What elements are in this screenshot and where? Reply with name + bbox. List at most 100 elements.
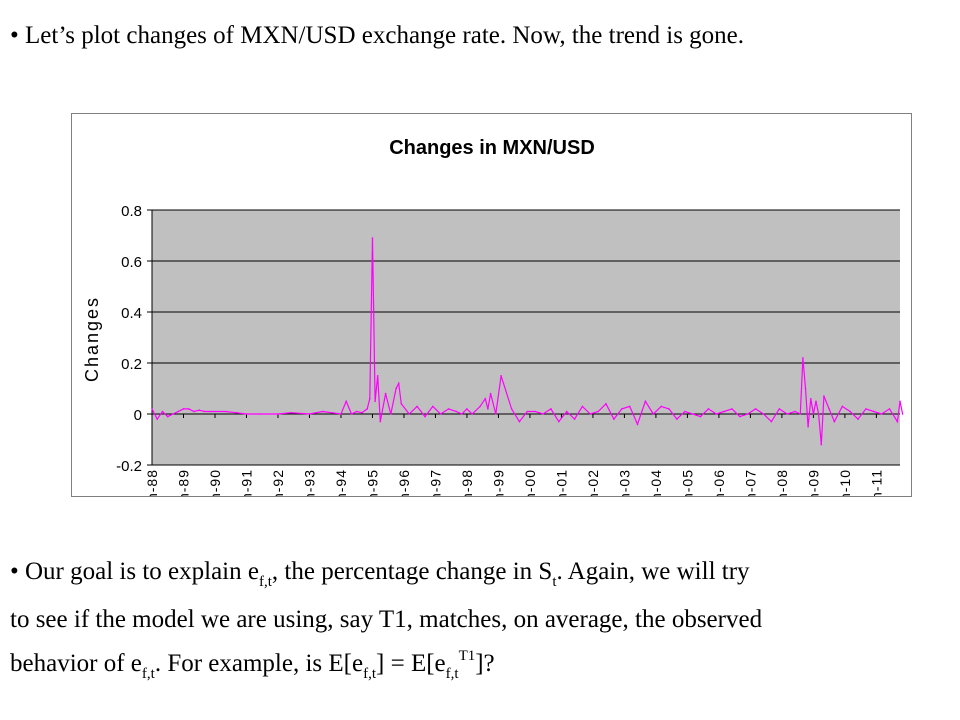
data-point xyxy=(460,413,463,415)
data-point xyxy=(161,410,164,413)
data-point xyxy=(817,413,820,415)
data-point xyxy=(534,410,536,413)
chart-title: Changes in MXN/USD xyxy=(389,137,595,159)
data-point xyxy=(447,408,450,410)
data-point xyxy=(172,413,174,415)
data-point xyxy=(699,415,702,418)
data-point xyxy=(573,418,576,420)
data-point xyxy=(684,410,686,413)
data-point xyxy=(484,397,487,400)
x-tick-label: Jan-08 xyxy=(774,469,790,496)
data-point xyxy=(581,405,584,408)
data-point xyxy=(873,410,875,413)
data-point xyxy=(455,410,458,413)
data-point xyxy=(369,397,371,400)
data-point xyxy=(355,410,358,413)
x-tick-label: Jan-03 xyxy=(616,469,632,496)
data-point xyxy=(277,413,279,415)
data-point xyxy=(660,405,662,408)
data-point xyxy=(500,375,502,377)
data-point xyxy=(636,423,639,426)
data-point xyxy=(245,413,248,415)
data-point xyxy=(166,415,169,418)
data-point xyxy=(691,413,694,415)
data-point xyxy=(778,408,781,410)
data-point xyxy=(605,403,607,405)
y-tick-label: 0 xyxy=(134,407,142,424)
data-point xyxy=(350,413,353,415)
data-point xyxy=(510,408,513,410)
data-point xyxy=(565,410,568,413)
data-point xyxy=(849,410,851,413)
data-point xyxy=(888,408,891,410)
data-point xyxy=(416,405,418,408)
data-point xyxy=(828,408,830,410)
data-point xyxy=(151,408,153,410)
data-point xyxy=(896,420,899,423)
x-tick-label: Jan-95 xyxy=(364,469,380,496)
data-point xyxy=(550,408,552,410)
data-point xyxy=(384,392,387,395)
x-tick-label: Jan-93 xyxy=(301,469,317,496)
x-tick-label: Jan-91 xyxy=(238,469,254,496)
data-point xyxy=(487,408,489,410)
data-point xyxy=(901,413,904,415)
data-point xyxy=(479,405,481,408)
x-tick-label: Jan-11 xyxy=(868,469,884,496)
data-point xyxy=(518,420,521,423)
data-point xyxy=(374,400,376,403)
data-point xyxy=(833,420,836,423)
slide-bullet-top: • Let’s plot changes of MXN/USD exchange… xyxy=(10,22,745,49)
data-point xyxy=(807,426,809,428)
data-point xyxy=(489,392,492,395)
y-tick-label: 0.4 xyxy=(121,305,142,322)
data-point xyxy=(321,410,324,413)
data-point xyxy=(707,408,710,410)
data-point xyxy=(676,418,678,420)
y-tick-label: 0.6 xyxy=(121,254,142,271)
x-tick-label: Jan-92 xyxy=(270,469,286,496)
y-tick-label: 0.2 xyxy=(121,356,142,373)
data-point xyxy=(439,413,442,415)
data-point xyxy=(156,418,158,420)
data-point xyxy=(366,408,369,410)
data-point xyxy=(589,413,592,415)
x-tick-label: Jan-04 xyxy=(648,469,664,496)
plot-area xyxy=(152,210,900,465)
data-point xyxy=(802,357,804,359)
paragraph-line-2: to see if the model we are using, say T1… xyxy=(10,606,763,633)
x-tick-label: Jan-96 xyxy=(396,469,412,496)
x-tick-label: Jan-09 xyxy=(805,469,821,496)
x-tick-label: Jan-88 xyxy=(144,469,160,496)
data-point xyxy=(203,410,206,413)
data-point xyxy=(214,410,216,413)
data-point xyxy=(815,400,817,403)
data-point xyxy=(628,405,631,408)
x-tick-label: Jan-05 xyxy=(679,469,695,496)
data-point xyxy=(379,420,382,423)
data-point xyxy=(865,408,867,410)
data-point xyxy=(820,443,823,446)
data-point xyxy=(177,410,179,413)
data-point xyxy=(668,408,670,410)
data-point xyxy=(235,411,237,414)
data-point xyxy=(193,410,195,413)
y-tick-label: 0.8 xyxy=(121,203,142,220)
data-point xyxy=(762,413,765,415)
x-tick-label: Jan-97 xyxy=(427,469,443,496)
data-point xyxy=(613,418,615,420)
data-point xyxy=(361,411,363,414)
x-tick-label: Jan-07 xyxy=(742,469,758,496)
data-point xyxy=(542,413,544,415)
data-point xyxy=(812,413,815,415)
data-point xyxy=(723,410,725,413)
x-tick-label: Jan-10 xyxy=(837,469,853,496)
data-point xyxy=(899,400,901,403)
x-tick-label: Jan-90 xyxy=(207,469,223,496)
data-point xyxy=(794,410,796,413)
x-tick-label: Jan-99 xyxy=(490,469,506,496)
data-point xyxy=(371,237,374,239)
x-tick-label: Jan-02 xyxy=(585,469,601,496)
data-point xyxy=(786,413,788,415)
data-point xyxy=(715,413,718,415)
